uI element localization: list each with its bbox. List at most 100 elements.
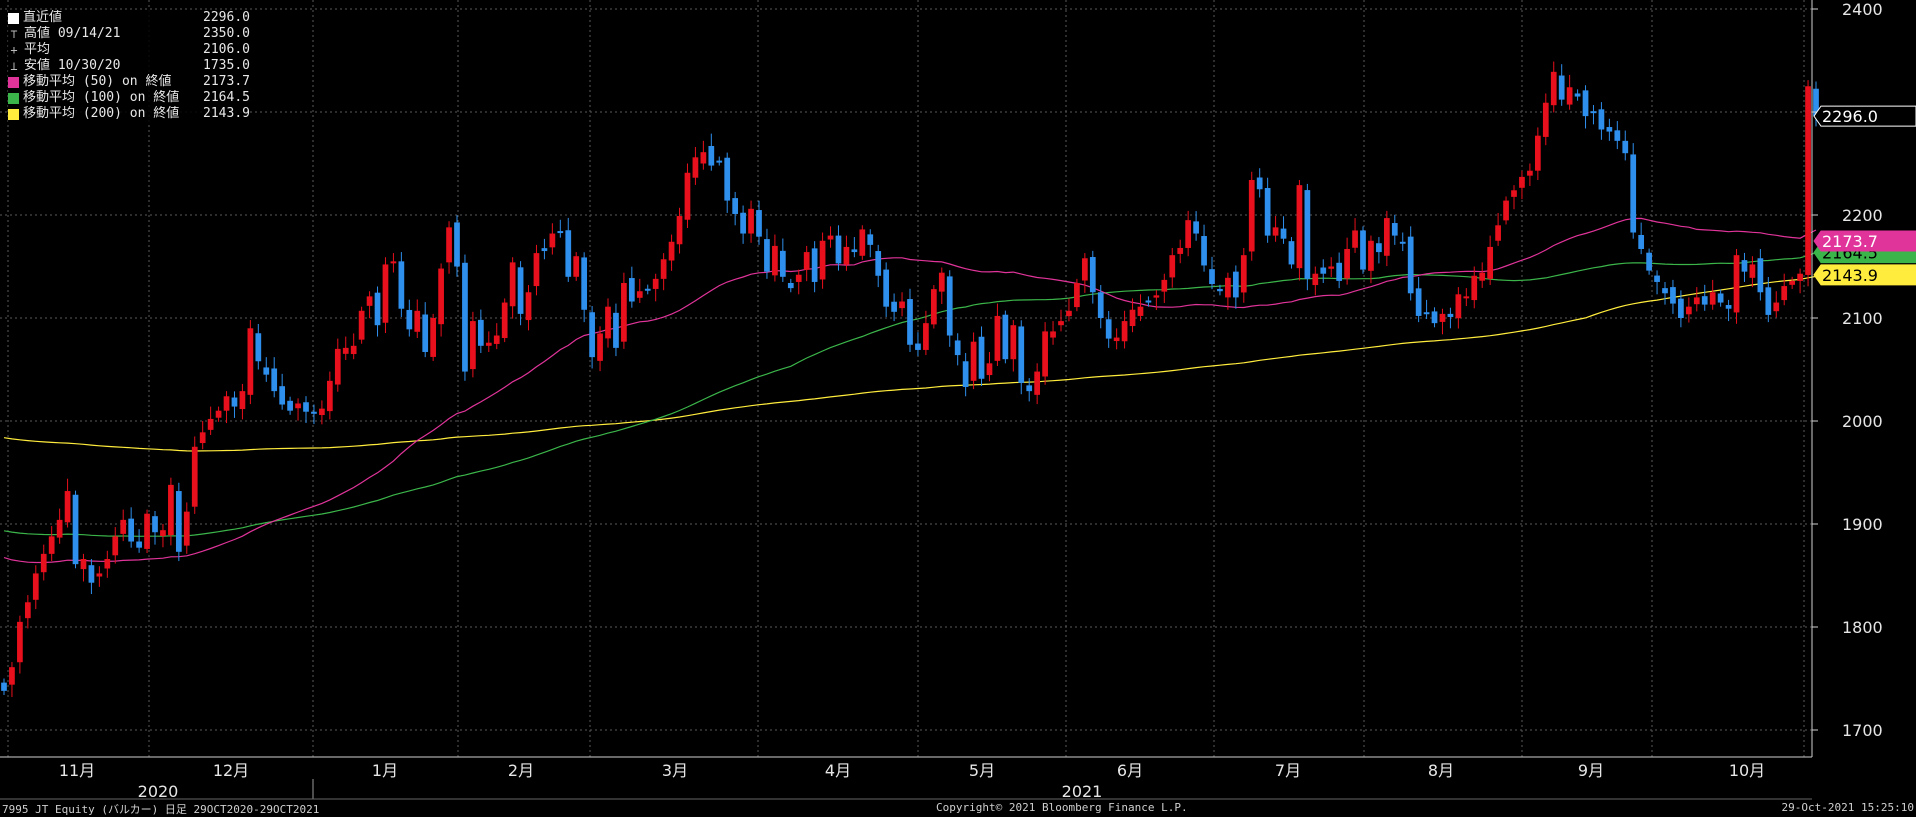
candle-body	[573, 256, 580, 277]
candle-body	[1042, 331, 1048, 377]
candle	[660, 253, 667, 291]
candle-body	[64, 491, 71, 523]
legend-item-avg: + 平均 2106.0	[8, 42, 250, 58]
footer-timestamp: 29-Oct-2021 15:25:10	[1781, 801, 1914, 814]
candle	[1733, 248, 1740, 324]
candle-body	[446, 227, 452, 263]
candle	[72, 490, 79, 569]
candle-body	[684, 172, 691, 220]
candle-body	[398, 261, 405, 309]
candle-body	[636, 291, 643, 298]
candle	[787, 278, 794, 293]
candle-body	[1765, 287, 1772, 315]
candle	[342, 336, 349, 361]
candle	[954, 333, 961, 366]
candle-body	[350, 345, 357, 355]
candle-body	[1590, 111, 1597, 114]
candle-body	[358, 310, 365, 340]
candle-body	[1272, 227, 1279, 236]
y-tick-label: 1900	[1842, 515, 1883, 534]
candle-body	[1288, 241, 1295, 265]
candle-body	[1415, 288, 1422, 316]
candle	[1018, 320, 1025, 395]
candle-body	[414, 310, 421, 332]
candle	[1558, 64, 1565, 106]
candle	[1225, 272, 1231, 310]
candle-body	[1145, 300, 1152, 303]
candle-body	[1757, 258, 1764, 293]
candle-body	[732, 198, 739, 214]
candle	[668, 234, 675, 271]
candle	[1789, 276, 1796, 289]
legend-item-low: ⊥ 安値 10/30/20 1735.0	[8, 58, 250, 74]
candle-body	[644, 288, 651, 291]
ma100-marker-icon	[8, 92, 19, 104]
candle-body	[923, 323, 929, 350]
candle	[1725, 299, 1732, 322]
last-marker-icon	[8, 12, 19, 24]
candle-body	[549, 233, 556, 248]
candle	[183, 502, 190, 554]
candle-body	[1550, 71, 1557, 106]
candle	[358, 306, 365, 344]
candle	[1582, 85, 1589, 129]
candle	[1121, 310, 1128, 349]
candle	[994, 303, 1001, 366]
candle-body	[1471, 275, 1478, 301]
candle	[875, 244, 882, 288]
candle-body	[867, 234, 874, 245]
candle	[819, 232, 826, 289]
x-month-label: 1月	[372, 761, 398, 780]
candle	[1074, 278, 1080, 312]
candle-body	[9, 667, 15, 685]
candle	[1797, 268, 1803, 294]
candle-body	[120, 519, 127, 534]
candle-body	[1344, 248, 1350, 279]
candle	[883, 262, 890, 317]
candle-body	[1002, 314, 1009, 360]
candle-body	[1733, 255, 1740, 313]
ma200-line	[3, 275, 1817, 452]
candle	[772, 234, 778, 282]
candle	[1805, 80, 1811, 287]
candle	[350, 333, 357, 360]
ma200-price-tag-text: 2143.9	[1822, 266, 1878, 285]
candle	[597, 326, 603, 372]
candle	[160, 524, 166, 548]
candle-body	[962, 361, 969, 388]
candle-body	[1105, 319, 1112, 339]
candle	[565, 217, 572, 282]
candle-body	[406, 309, 413, 330]
candle-body	[1336, 262, 1343, 281]
candle-body	[295, 403, 301, 409]
candle-body	[1511, 190, 1517, 197]
candle-body	[80, 559, 87, 570]
candle-body	[1638, 234, 1645, 249]
candle	[48, 526, 55, 562]
candle	[430, 313, 437, 362]
candle-body	[1487, 246, 1494, 279]
ma200-marker-icon	[8, 108, 19, 120]
candle	[756, 200, 762, 245]
candle	[32, 565, 39, 610]
legend-item-high: ⊤ 高値 09/14/21 2350.0	[8, 26, 250, 42]
candle	[80, 553, 87, 582]
candle	[207, 406, 214, 436]
candle	[1630, 143, 1637, 239]
candle	[1709, 279, 1716, 310]
candle-body	[811, 248, 818, 282]
candle	[1415, 277, 1422, 323]
candle-body	[303, 402, 309, 412]
candle	[1288, 237, 1295, 269]
candle-body	[1574, 93, 1581, 97]
candle	[1701, 284, 1708, 311]
candle-body	[851, 249, 858, 253]
candle-body	[1066, 310, 1072, 317]
candle	[549, 223, 556, 255]
candle	[64, 478, 71, 528]
candle-body	[160, 530, 166, 536]
candle	[1185, 210, 1192, 257]
candle	[525, 285, 532, 331]
candle-body	[1701, 296, 1708, 305]
last-price-tag: 2296.0	[1813, 105, 1916, 127]
